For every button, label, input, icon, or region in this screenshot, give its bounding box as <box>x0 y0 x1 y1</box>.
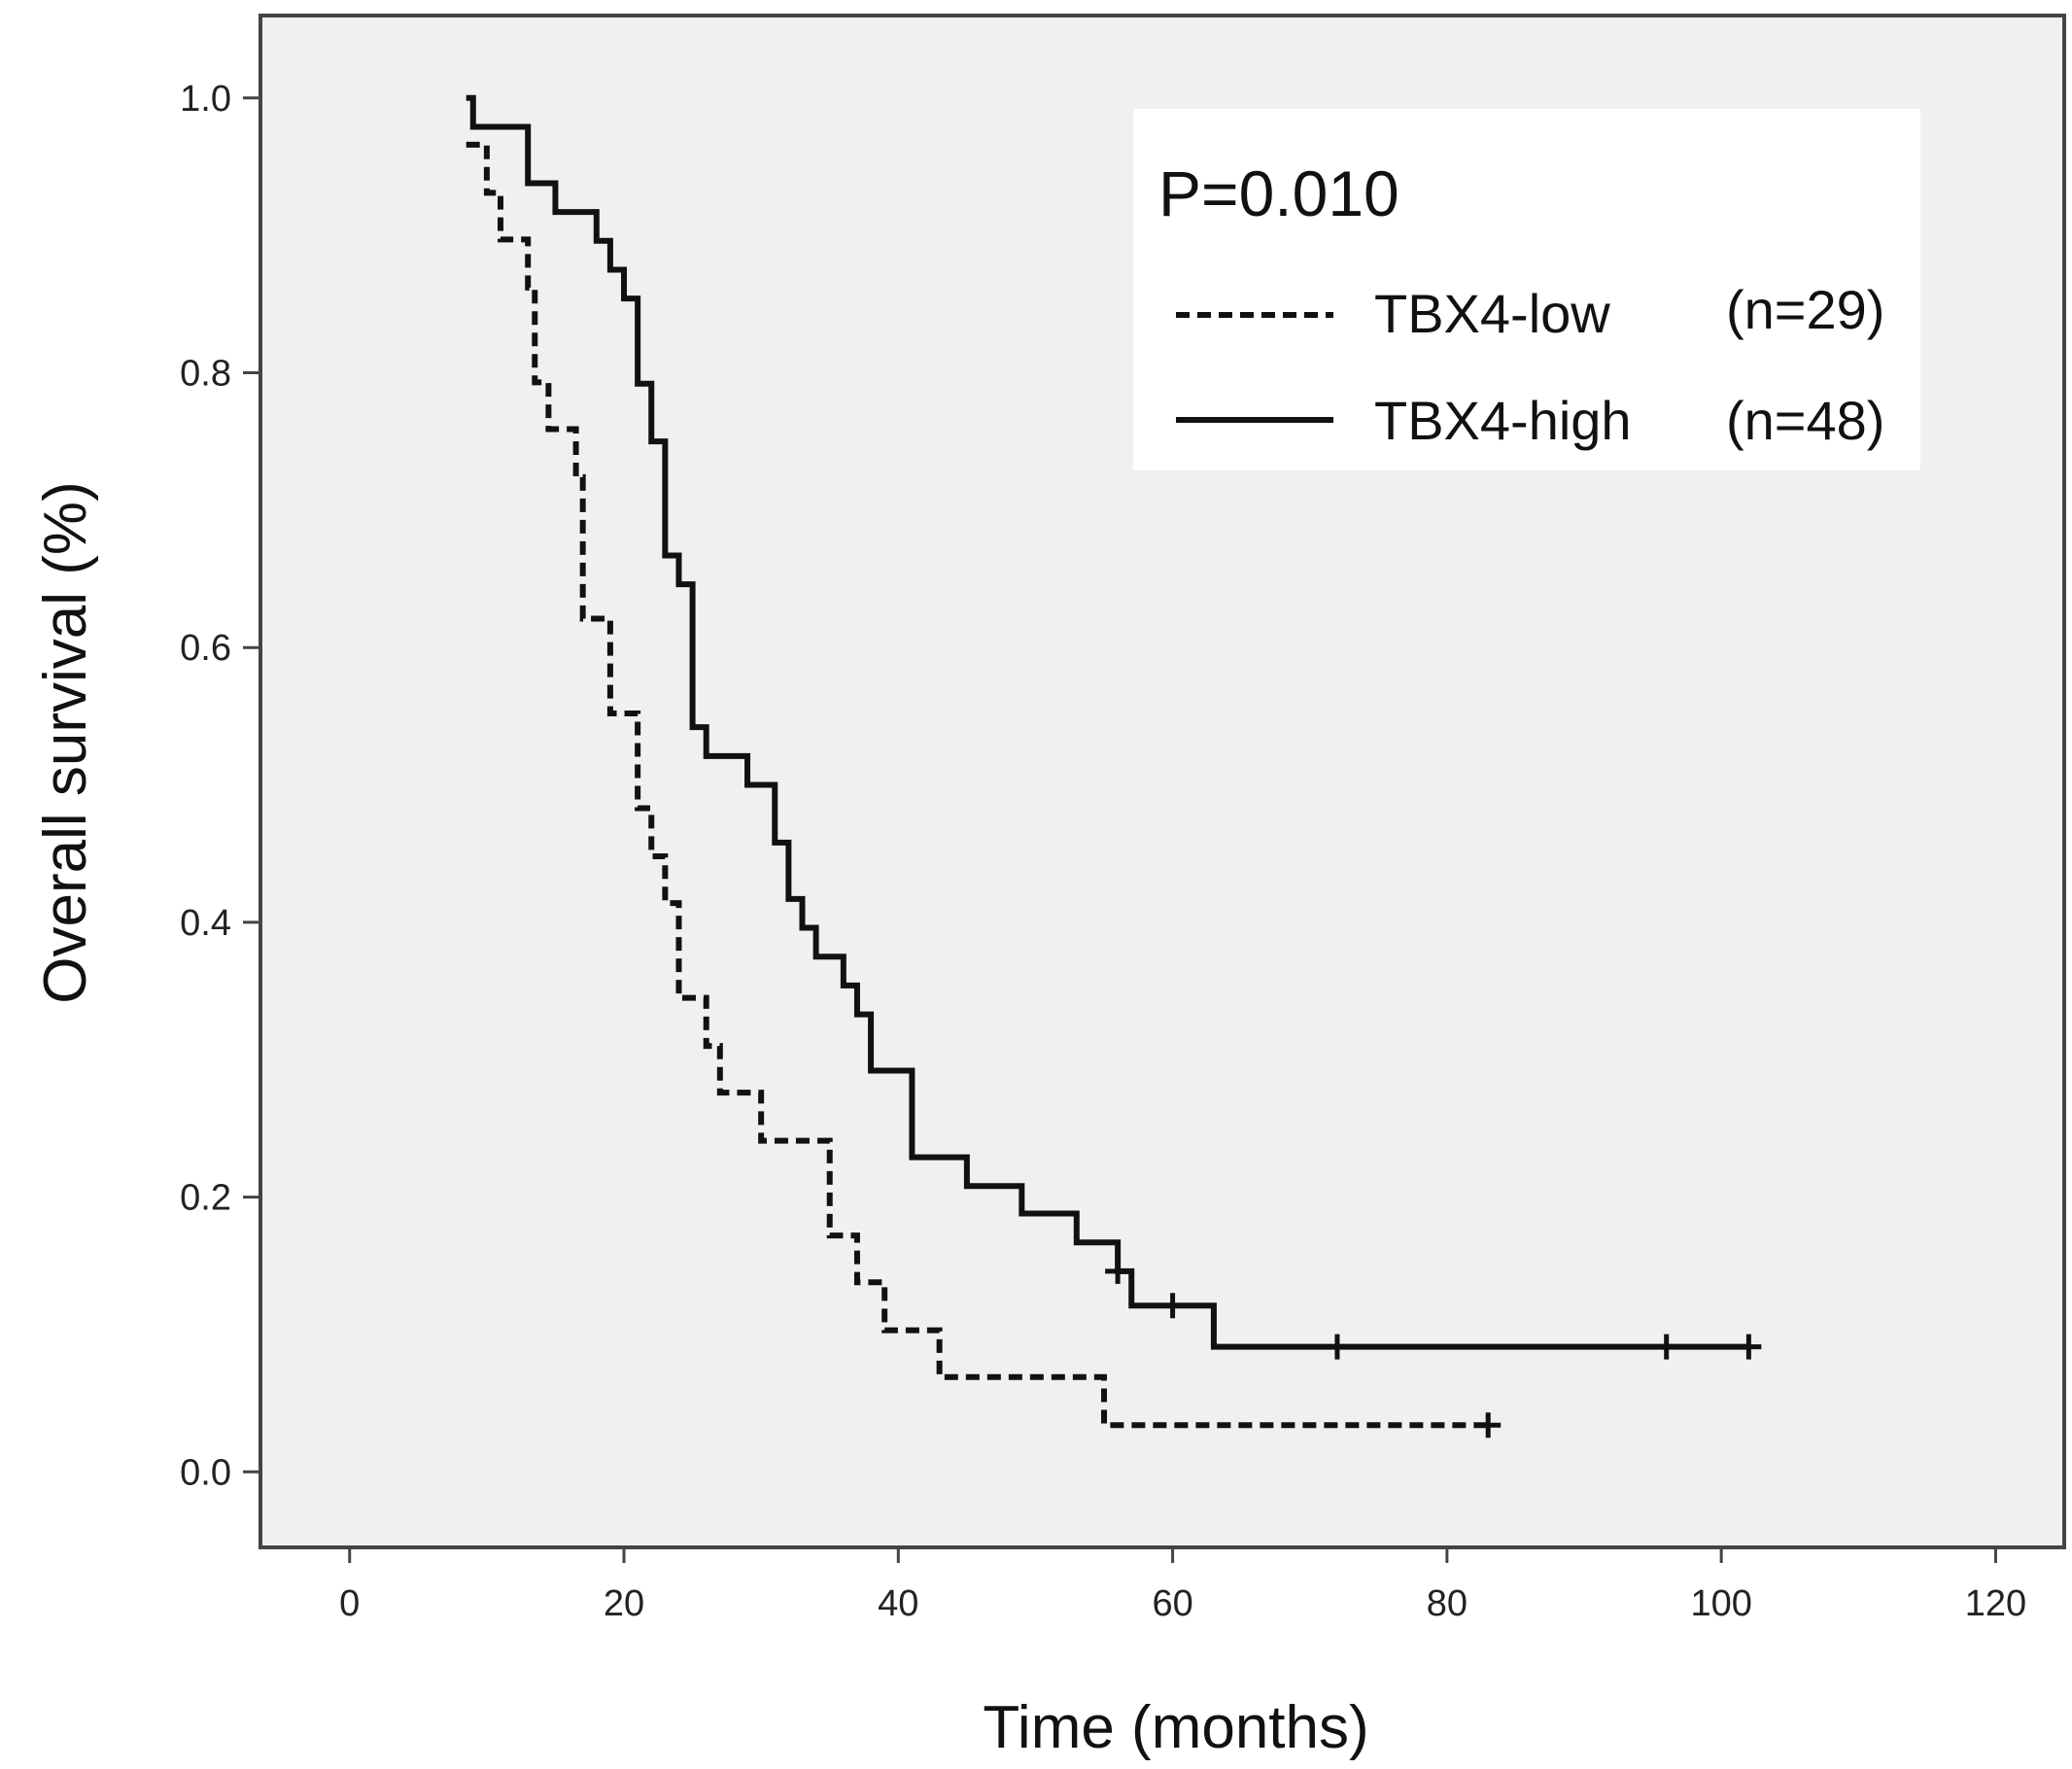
x-tick-label-100: 100 <box>1690 1583 1751 1624</box>
x-tick-label-120: 120 <box>1965 1583 2026 1624</box>
x-tick-label-20: 20 <box>604 1583 644 1624</box>
y-tick-label-0.4: 0.4 <box>180 903 231 944</box>
axis-ticks: 0 20 40 60 80 100 120 0.0 0.2 0.4 0.6 0.8 1.0 <box>180 79 2026 1624</box>
curve-tbx4-high <box>466 94 1749 1350</box>
legend-n-tbx4-low: (n=29) <box>1726 279 1884 340</box>
y-axis-title: Overall survival (%) <box>32 481 99 1003</box>
curve-tbx4-low <box>466 141 1489 1429</box>
legend: P=0.010 TBX4-low (n=29) TBX4-high (n=48) <box>1133 109 1920 470</box>
censor-mark-tbx4-high-3 <box>1653 1334 1679 1360</box>
censor-mark-tbx4-high-2 <box>1324 1334 1350 1360</box>
y-tick-label-0.2: 0.2 <box>180 1178 231 1219</box>
legend-label-tbx4-high: TBX4-high <box>1374 390 1632 451</box>
legend-box <box>1133 109 1920 470</box>
censor-mark-tbx4-high-4 <box>1736 1334 1762 1360</box>
p-value-annotation: P=0.010 <box>1158 157 1399 229</box>
y-tick-label-0.6: 0.6 <box>180 628 231 669</box>
y-tick-label-1.0: 1.0 <box>180 79 231 120</box>
censor-mark-tbx4-high-0 <box>1105 1258 1131 1284</box>
x-axis-title: Time (months) <box>983 1694 1368 1761</box>
x-tick-label-40: 40 <box>878 1583 918 1624</box>
legend-n-tbx4-high: (n=48) <box>1726 390 1884 451</box>
censor-marks <box>1105 1258 1762 1439</box>
x-tick-label-60: 60 <box>1152 1583 1192 1624</box>
censor-mark-tbx4-low-0 <box>1475 1412 1502 1439</box>
x-tick-label-80: 80 <box>1427 1583 1468 1624</box>
survival-curves <box>466 94 1749 1429</box>
x-tick-label-0: 0 <box>339 1583 360 1624</box>
legend-label-tbx4-low: TBX4-low <box>1374 283 1610 344</box>
y-tick-label-0.8: 0.8 <box>180 353 231 394</box>
censor-mark-tbx4-high-1 <box>1159 1293 1186 1319</box>
y-tick-label-0.0: 0.0 <box>180 1452 231 1493</box>
